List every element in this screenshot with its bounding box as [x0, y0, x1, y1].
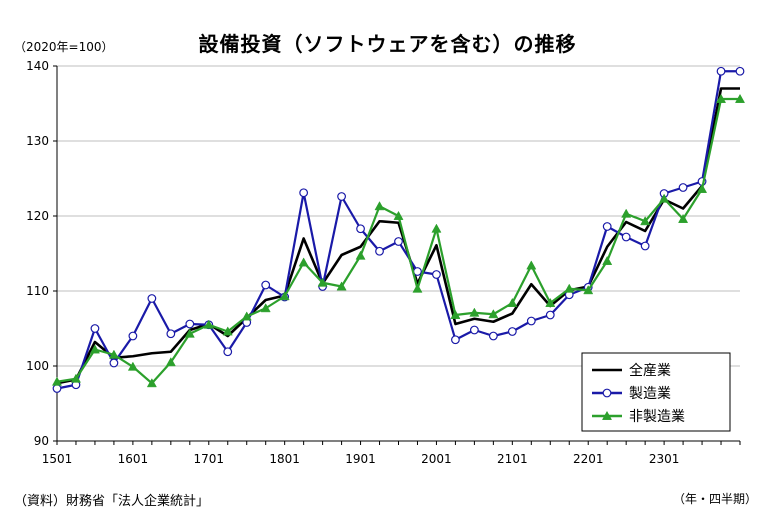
x-tick-label: 1901 — [345, 452, 376, 466]
non-manufacturing-point — [279, 291, 290, 301]
manufacturing-point — [413, 267, 422, 276]
x-tick-label: 2101 — [497, 452, 528, 466]
manufacturing-point — [678, 183, 688, 192]
legend-marker-non-manufacturing — [601, 410, 613, 420]
non-manufacturing-point — [127, 361, 138, 371]
non-manufacturing-point — [602, 255, 613, 265]
non-manufacturing-point — [70, 373, 81, 383]
non-manufacturing-point — [51, 376, 63, 386]
manufacturing-line — [56, 70, 740, 390]
x-tick-label: 1601 — [118, 452, 149, 466]
manufacturing-point — [90, 324, 100, 333]
non-manufacturing-point — [146, 378, 157, 388]
non-manufacturing-point — [355, 250, 366, 260]
non-manufacturing-point — [488, 309, 499, 319]
non-manufacturing-point — [165, 357, 176, 367]
non-manufacturing-point — [450, 309, 461, 319]
manufacturing-point — [375, 246, 384, 256]
manufacturing-point — [52, 384, 62, 393]
y-tick-label: 110 — [26, 284, 49, 298]
non-manufacturing-point — [621, 208, 632, 218]
all-industries-line — [56, 87, 740, 385]
manufacturing-point — [640, 241, 650, 251]
y-tick-label: 100 — [26, 359, 49, 373]
manufacturing-point — [488, 331, 498, 341]
manufacturing-point — [128, 331, 138, 341]
manufacturing-point — [507, 327, 517, 336]
legend-label-all-industries: 全産業 — [629, 362, 671, 379]
manufacturing-point — [337, 192, 346, 201]
manufacturing-point — [261, 280, 271, 290]
non-manufacturing-point — [583, 285, 594, 295]
non-manufacturing-point — [89, 344, 100, 354]
non-manufacturing-point — [298, 257, 309, 267]
x-tick-label: 1501 — [42, 452, 73, 466]
non-manufacturing-point — [678, 213, 689, 223]
non-manufacturing-point — [260, 303, 271, 313]
manufacturing-point — [526, 316, 536, 326]
manufacturing-point — [223, 347, 233, 357]
y-tick-label: 130 — [26, 134, 49, 148]
x-tick-label: 1701 — [194, 452, 225, 466]
non-manufacturing-point — [203, 319, 214, 329]
non-manufacturing-point — [659, 193, 670, 203]
non-manufacturing-point — [734, 93, 746, 103]
x-axis-unit-label: （年・四半期） — [672, 492, 757, 506]
x-tick-label: 1801 — [269, 452, 300, 466]
non-manufacturing-point — [431, 223, 442, 233]
non-manufacturing-point — [469, 307, 480, 317]
y-tick-label: 120 — [26, 209, 49, 223]
manufacturing-point — [166, 329, 176, 339]
series-lines — [51, 66, 746, 393]
non-manufacturing-point — [241, 311, 252, 321]
manufacturing-point — [147, 294, 157, 303]
legend-marker-manufacturing — [602, 388, 612, 398]
legend-label-non-manufacturing: 非製造業 — [629, 409, 685, 425]
manufacturing-point — [621, 232, 631, 242]
non-manufacturing-point — [184, 328, 195, 338]
manufacturing-point — [109, 358, 119, 368]
y-tick-label: 140 — [26, 59, 49, 73]
manufacturing-point — [299, 188, 309, 198]
non-manufacturing-point — [412, 283, 423, 293]
legend-label-manufacturing: 製造業 — [629, 386, 671, 402]
non-manufacturing-point — [545, 297, 556, 307]
manufacturing-point — [451, 335, 460, 345]
manufacturing-point — [716, 66, 726, 76]
manufacturing-point — [394, 237, 403, 246]
non-manufacturing-point — [336, 281, 347, 291]
non-manufacturing-point — [108, 349, 119, 359]
non-manufacturing-point — [526, 260, 537, 270]
y-tick-label: 90 — [34, 434, 49, 448]
x-tick-label: 2301 — [649, 452, 680, 466]
manufacturing-point — [356, 224, 365, 234]
non-manufacturing-point — [640, 216, 651, 226]
manufacturing-point — [545, 310, 555, 320]
source-note: （資料）財務省「法人企業統計」 — [14, 494, 210, 509]
non-manufacturing-series — [51, 93, 746, 388]
non-manufacturing-point — [697, 183, 708, 193]
y-axis-unit-label: （2020年=100） — [14, 40, 114, 54]
non-manufacturing-point — [222, 326, 233, 336]
manufacturing-point — [432, 270, 441, 279]
manufacturing-point — [735, 66, 745, 76]
manufacturing-point — [185, 319, 195, 329]
all-industries-series — [56, 87, 740, 385]
manufacturing-point — [602, 222, 612, 231]
x-tick-label: 2001 — [421, 452, 452, 466]
non-manufacturing-point — [716, 93, 727, 103]
x-tick-label: 2201 — [573, 452, 604, 466]
non-manufacturing-point — [507, 297, 518, 307]
x-tick-labels: 1501 1601 1701 1801 1901 2001 2101 2201 2301 — [42, 452, 680, 466]
chart-title: 設備投資（ソフトウェアを含む）の推移 — [198, 32, 577, 56]
non-manufacturing-point — [393, 210, 404, 220]
non-manufacturing-point — [317, 277, 328, 287]
y-tick-labels: 90 100 110 120 130 140 — [26, 59, 49, 448]
non-manufacturing-point — [564, 283, 575, 293]
manufacturing-point — [469, 325, 479, 335]
non-manufacturing-point — [374, 201, 385, 211]
